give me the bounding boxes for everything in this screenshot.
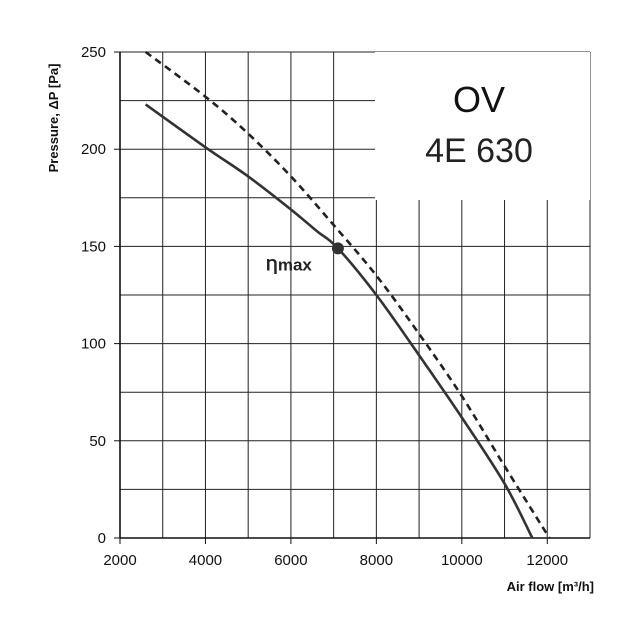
grid <box>119 51 591 539</box>
y-tick-label: 200 <box>81 141 106 158</box>
model-name: OV <box>453 79 505 120</box>
y-tick-label: 150 <box>81 238 106 255</box>
marker-group: Ƞmax <box>266 242 344 274</box>
x-tick-label: 8000 <box>360 552 393 569</box>
x-tick-label: 12000 <box>526 552 568 569</box>
eta-max-label: Ƞmax <box>266 255 313 274</box>
model-code: 4E 630 <box>425 132 533 170</box>
tick-labels: 0 50 100 150 200 250 2000 4000 6000 8000 10000 1200… <box>81 44 568 569</box>
model-label-box <box>375 52 590 200</box>
x-tick-label: 2000 <box>103 552 136 569</box>
y-tick-label: 100 <box>81 336 106 353</box>
dashed-curve <box>144 50 551 539</box>
eta-max-point <box>331 242 344 255</box>
x-tick-label: 6000 <box>274 552 307 569</box>
y-axis-label: Pressure, ΔP [Pa] <box>46 64 61 173</box>
x-tick-label: 10000 <box>441 552 483 569</box>
y-tick-label: 50 <box>89 433 106 450</box>
x-axis-label: Air flow [m³/h] <box>507 579 594 594</box>
x-tick-label: 4000 <box>189 552 222 569</box>
y-tick-label: 0 <box>98 530 106 547</box>
y-tick-label: 250 <box>81 44 106 61</box>
